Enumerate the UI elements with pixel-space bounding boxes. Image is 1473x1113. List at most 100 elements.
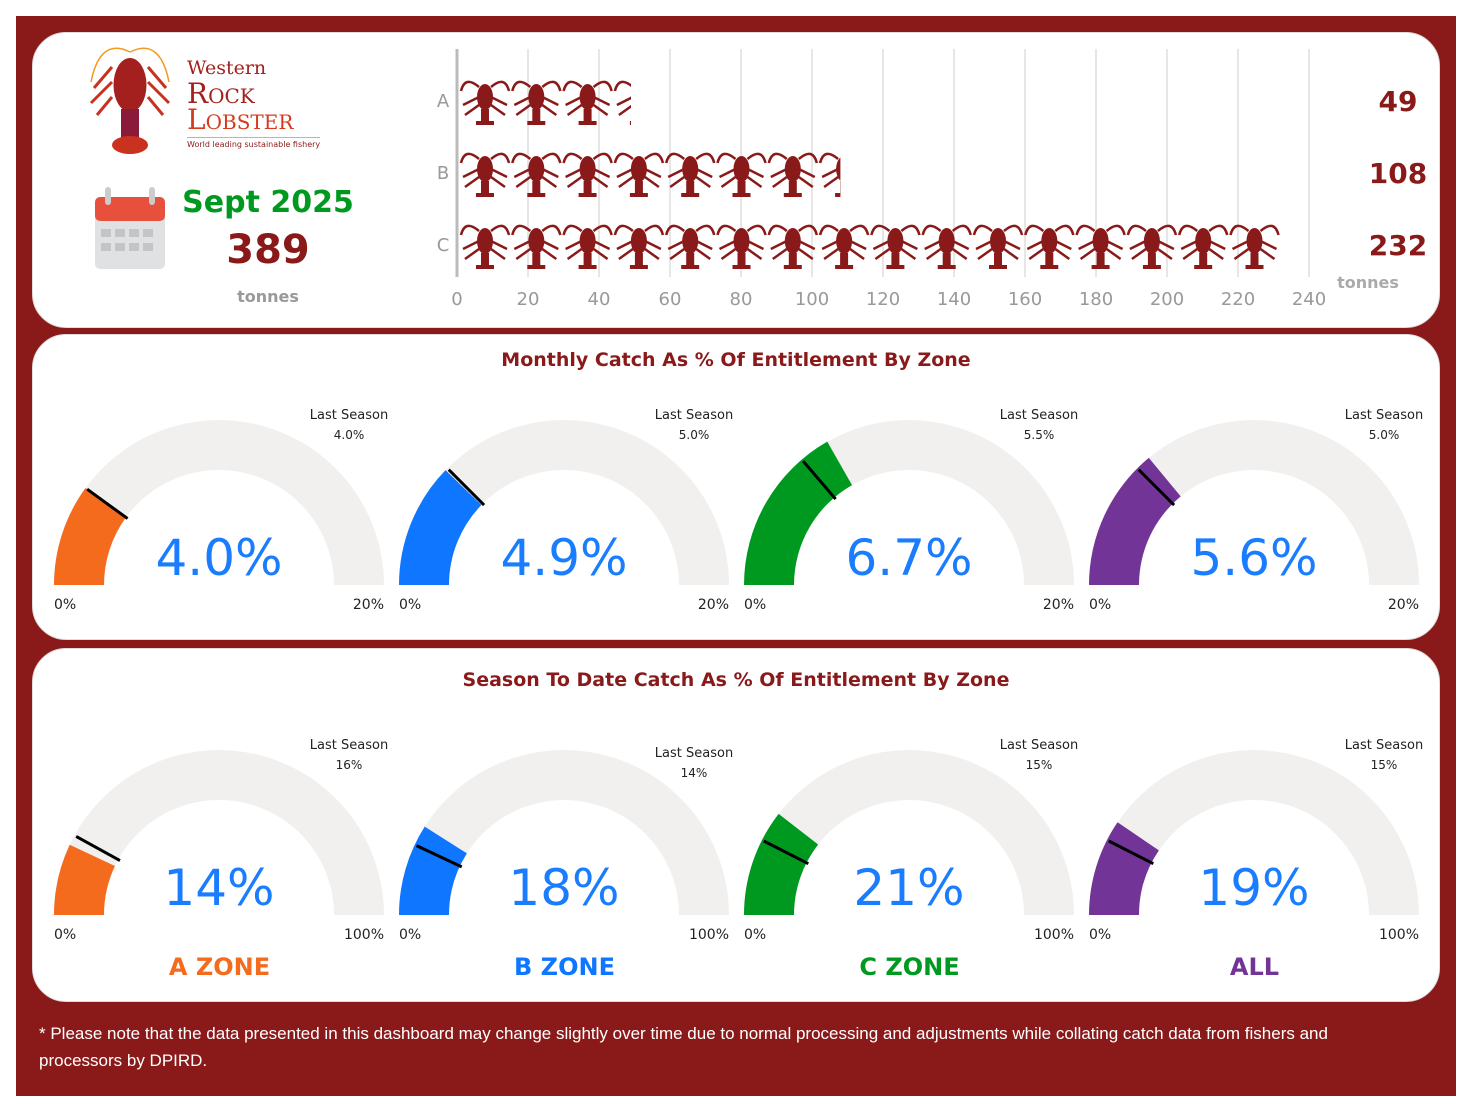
lobster-legs [767, 152, 819, 189]
logo-line2: Rock [187, 77, 255, 110]
lobster-body [1041, 228, 1058, 254]
lobster-body [1247, 156, 1263, 182]
lobster-fan [1142, 265, 1161, 269]
footnote: * Please note that the data presented in… [39, 1024, 1328, 1070]
lobster-icon [767, 224, 819, 269]
lobster-body [1298, 156, 1314, 182]
lobster-legs [921, 224, 972, 261]
lobster-body [836, 157, 841, 181]
zone-label: B ZONE [514, 953, 615, 981]
lobster-legs [459, 224, 511, 261]
lobster-icon [562, 224, 613, 269]
gauge-max-label: 100% [344, 927, 384, 943]
lobster-body [1041, 84, 1057, 110]
lobster-fan [835, 193, 841, 197]
category-label: B [437, 163, 449, 184]
lobster-body [1246, 228, 1263, 254]
lobster-icon [1282, 82, 1330, 125]
gauge-max-label: 100% [1034, 927, 1074, 943]
lobster-fan [1092, 193, 1110, 197]
gauge-c: 21% 0% 100% Last Season 15% [744, 738, 1078, 943]
gauge-value: 4.9% [500, 529, 627, 587]
lobster-fan [629, 193, 648, 197]
lobster-icon [511, 80, 562, 125]
lobster-body [1041, 156, 1057, 182]
gauge-value: 14% [163, 859, 274, 917]
lobster-fan [1246, 193, 1264, 197]
lobster-legs [1025, 154, 1073, 187]
lobster-legs [1280, 234, 1281, 235]
gauge-min-label: 0% [1089, 927, 1111, 943]
lobster-fan [681, 193, 700, 197]
lobster-body [1093, 84, 1109, 110]
lobster-legs [1126, 224, 1178, 261]
lobster-legs [613, 80, 631, 117]
lobster-legs [1282, 154, 1330, 187]
gauge-track [399, 420, 729, 585]
lobster-tail [840, 253, 849, 267]
lobster-fan [1091, 265, 1110, 269]
season-title: Season To Date Catch As % Of Entitlement… [462, 669, 1010, 691]
lobster-body [682, 156, 699, 182]
target-marker [447, 468, 486, 507]
gauge-fill [54, 488, 126, 585]
lobster-icon [1128, 154, 1176, 197]
lobster-tail [1251, 181, 1259, 195]
lobster-tail [481, 109, 489, 123]
lobster-legs [1077, 154, 1125, 187]
lobster-body [990, 228, 1006, 254]
lobster-tail [583, 253, 592, 267]
lobster-legs [1075, 224, 1126, 261]
lobster-tail [737, 253, 746, 267]
target-marker [415, 844, 463, 869]
lobster-tail [532, 109, 541, 123]
lobster-fan [578, 193, 597, 197]
lobster-fan [886, 193, 904, 197]
lobster-body [630, 156, 647, 182]
calendar-icon [95, 187, 165, 269]
lobster-fan [476, 265, 494, 269]
gauge-a: 14% 0% 100% Last Season 16% [54, 738, 388, 943]
lobster-body [1195, 84, 1211, 110]
gauge-min-label: 0% [399, 927, 421, 943]
lobster-tail [1250, 253, 1259, 267]
lobster-legs [716, 224, 767, 261]
lobster-tail [532, 253, 541, 267]
gauge-value: 21% [853, 859, 964, 917]
last-season-label: Last Season [1000, 408, 1078, 423]
lobster-fan [1040, 121, 1058, 125]
target-marker [1137, 468, 1176, 507]
gauge-value: 19% [1198, 859, 1309, 917]
lobster-tail [789, 109, 797, 123]
lobster-legs [562, 80, 613, 117]
lobster-tail [840, 109, 848, 123]
lobster-legs [871, 82, 919, 115]
monthly-gauges-card: Monthly Catch As % Of Entitlement By Zon… [32, 334, 1440, 640]
lobster-fan [938, 193, 956, 197]
last-season-label: Last Season [1345, 738, 1423, 753]
lobster-legs [511, 80, 562, 117]
lobster-icon [613, 152, 665, 197]
gauge-track [1089, 750, 1419, 915]
lobster-icon [562, 80, 613, 125]
lobster-icon [511, 152, 562, 197]
lobster-icon [1025, 154, 1073, 197]
lobster-legs [972, 224, 1024, 261]
last-season-value: 4.0% [334, 428, 365, 442]
lobster-body [579, 156, 596, 182]
lobster-legs [511, 152, 562, 189]
lobster-legs [1282, 82, 1330, 115]
lobster-icon [1177, 224, 1229, 269]
category-label: C [437, 235, 450, 256]
lobster-tail [1097, 109, 1105, 123]
lobster-legs [820, 82, 868, 115]
lobster-fan [629, 121, 631, 125]
lobster-tail [943, 181, 951, 195]
lobster-legs [613, 152, 665, 189]
lobster-legs [459, 152, 511, 189]
lobster-icon [459, 152, 511, 197]
zone-label: C ZONE [859, 953, 960, 981]
gauge-min-label: 0% [54, 927, 76, 943]
lobster-fan [1246, 121, 1264, 125]
lobster-fan [989, 265, 1007, 269]
